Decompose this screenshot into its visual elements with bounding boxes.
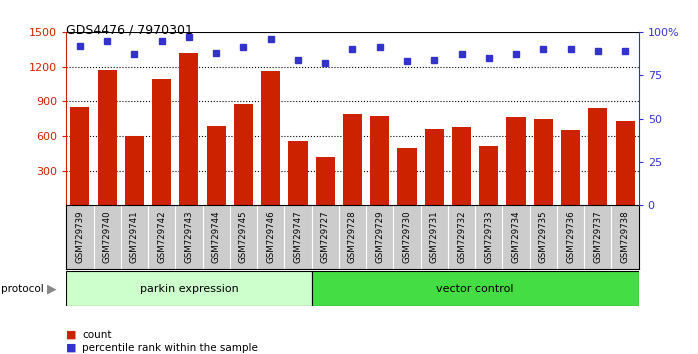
Bar [315,157,335,205]
Bar [66,271,311,306]
Text: GSM729735: GSM729735 [539,211,548,263]
Text: GSM729727: GSM729727 [321,211,329,263]
Text: GSM729742: GSM729742 [157,211,166,263]
Bar [370,116,389,205]
Text: GSM729732: GSM729732 [457,211,466,263]
Text: GSM729743: GSM729743 [184,211,193,263]
Bar [588,108,607,205]
Text: parkin expression: parkin expression [140,284,238,293]
Text: GSM729728: GSM729728 [348,211,357,263]
Bar [288,141,308,205]
Bar [424,129,444,205]
Text: GSM729745: GSM729745 [239,211,248,263]
Bar [207,126,225,205]
Text: GSM729747: GSM729747 [293,211,302,263]
Bar [179,53,198,205]
Bar [561,130,580,205]
Bar [452,127,471,205]
Bar [70,107,89,205]
Text: protocol: protocol [1,284,44,293]
Text: GSM729746: GSM729746 [266,211,275,263]
Text: GDS4476 / 7970301: GDS4476 / 7970301 [66,23,193,36]
Bar [616,121,634,205]
Bar [98,70,117,205]
Text: GSM729734: GSM729734 [512,211,521,263]
Text: ■: ■ [66,343,77,353]
Bar [311,271,639,306]
Text: GSM729740: GSM729740 [103,211,112,263]
Bar [343,114,362,205]
Text: GSM729741: GSM729741 [130,211,139,263]
Text: GSM729744: GSM729744 [211,211,221,263]
Bar [261,71,281,205]
Text: ▶: ▶ [47,282,57,295]
Text: GSM729730: GSM729730 [403,211,412,263]
Bar [507,118,526,205]
Text: GSM729736: GSM729736 [566,211,575,263]
Text: ■: ■ [66,330,77,339]
Bar [534,119,553,205]
Bar [152,79,171,205]
Bar [125,136,144,205]
Bar [397,148,417,205]
Text: GSM729738: GSM729738 [621,211,630,263]
Text: GSM729739: GSM729739 [75,211,84,263]
Text: percentile rank within the sample: percentile rank within the sample [82,343,258,353]
Text: GSM729729: GSM729729 [376,211,384,263]
Text: GSM729733: GSM729733 [484,211,493,263]
Text: GSM729737: GSM729737 [593,211,602,263]
Text: vector control: vector control [436,284,514,293]
Text: GSM729731: GSM729731 [430,211,439,263]
Text: count: count [82,330,112,339]
Bar [234,104,253,205]
Bar [480,146,498,205]
